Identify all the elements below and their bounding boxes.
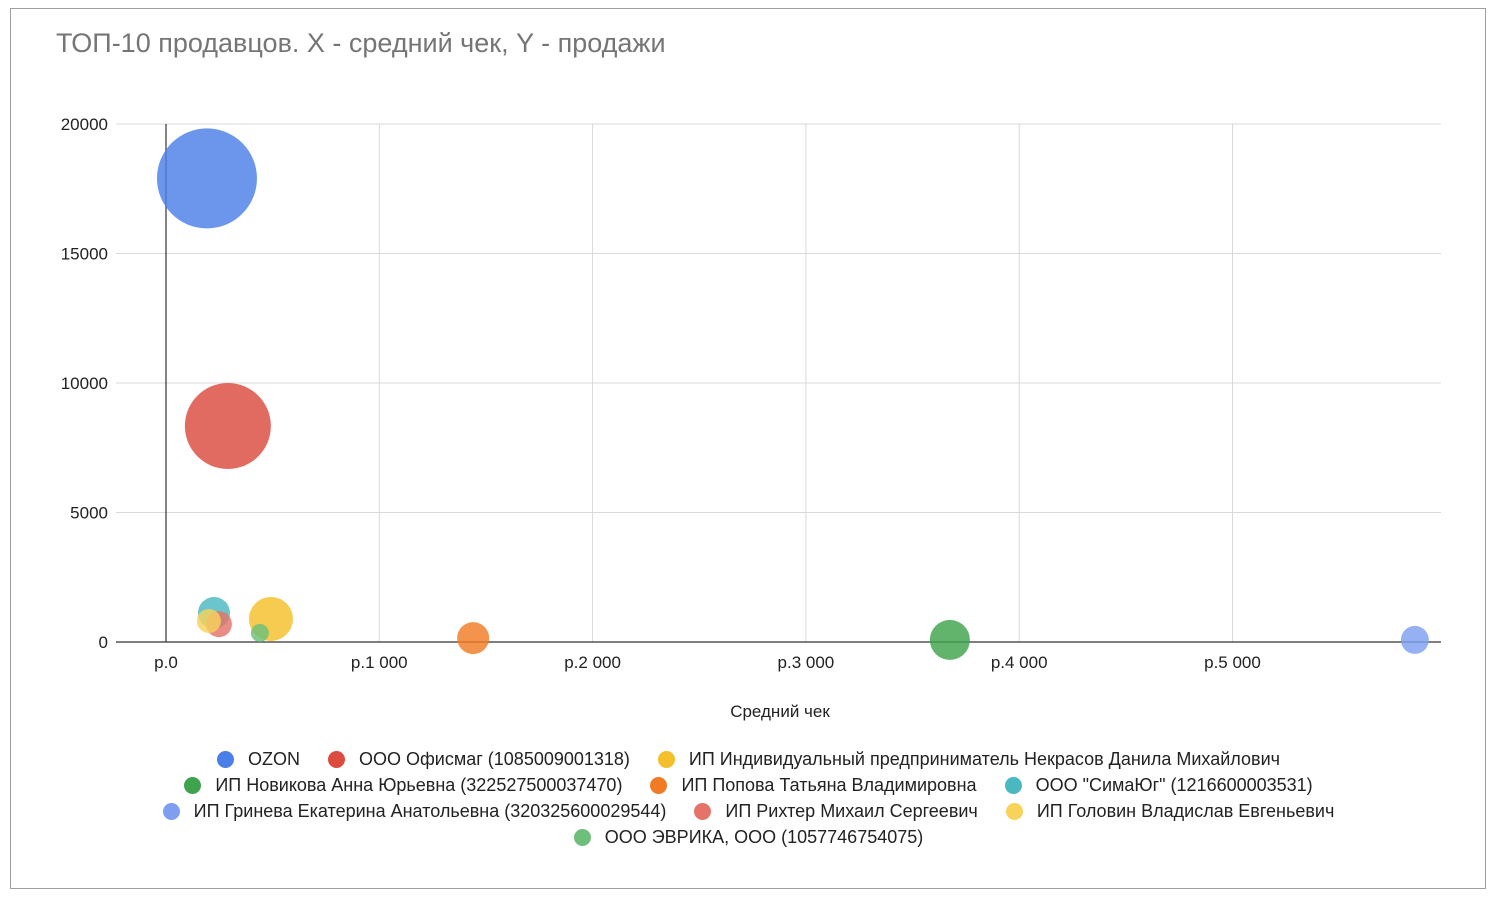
- bubble-point: [929, 619, 970, 660]
- legend-label: OZON: [247, 748, 300, 769]
- legend-marker: [162, 802, 180, 820]
- x-tick-label: р.1 000: [351, 653, 408, 672]
- legend-marker: [694, 802, 712, 820]
- legend-label: ИП Попова Татьяна Владимировна: [681, 774, 977, 795]
- legend-marker: [1005, 802, 1023, 820]
- legend-row: ООО ЭВРИКА, ООО (1057746754075): [0, 824, 1497, 850]
- y-tick-label: 20000: [61, 115, 108, 134]
- legend-item[interactable]: ИП Рихтер Михаил Сергеевич: [694, 800, 978, 822]
- x-tick-label: р.4 000: [991, 653, 1048, 672]
- legend-item[interactable]: OZON: [216, 748, 300, 770]
- legend-row: ИП Новикова Анна Юрьевна (32252750003747…: [0, 772, 1497, 798]
- legend-item[interactable]: ООО ЭВРИКА, ООО (1057746754075): [573, 826, 924, 848]
- legend-marker: [327, 750, 345, 768]
- x-axis-title: Средний чек: [730, 702, 830, 721]
- bubble-point: [250, 623, 269, 642]
- y-tick-label: 5000: [70, 504, 108, 523]
- legend-label: ИП Новикова Анна Юрьевна (32252750003747…: [215, 774, 623, 795]
- legend-marker: [1004, 776, 1022, 794]
- legend-item[interactable]: ООО Офисмаг (1085009001318): [327, 748, 630, 770]
- legend-marker: [573, 828, 591, 846]
- bubble-point: [457, 622, 490, 655]
- legend-row: ИП Гринева Екатерина Анатольевна (320325…: [0, 798, 1497, 824]
- y-tick-label: 10000: [61, 374, 108, 393]
- legend-label: ИП Гринева Екатерина Анатольевна (320325…: [193, 800, 667, 821]
- x-tick-label: р.3 000: [778, 653, 835, 672]
- bubble-point: [1400, 625, 1429, 654]
- chart-title: ТОП-10 продавцов. X - средний чек, Y - п…: [56, 28, 666, 58]
- legend-label: ООО "СимаЮг" (1216600003531): [1035, 774, 1313, 795]
- legend: OZON ООО Офисмаг (1085009001318) ИП Индиви…: [0, 746, 1497, 850]
- bubble-point: [156, 128, 257, 229]
- bubble-point: [196, 609, 221, 634]
- y-tick-label: 15000: [61, 245, 108, 264]
- legend-label: ИП Индивидуальный предприниматель Некрас…: [688, 748, 1281, 769]
- legend-label: ИП Рихтер Михаил Сергеевич: [725, 800, 978, 821]
- x-tick-label: р.5 000: [1204, 653, 1261, 672]
- legend-item[interactable]: ИП Новикова Анна Юрьевна (32252750003747…: [184, 775, 622, 796]
- legend-item[interactable]: ИП Индивидуальный предприниматель Некрас…: [657, 748, 1281, 770]
- legend-label: ООО Офисмаг (1085009001318): [358, 748, 630, 769]
- legend-item[interactable]: ООО "СимаЮг" (1216600003531): [1004, 774, 1313, 796]
- legend-marker: [216, 750, 234, 768]
- legend-marker: [650, 776, 668, 794]
- legend-label: ООО ЭВРИКА, ООО (1057746754075): [604, 826, 924, 847]
- legend-item[interactable]: ИП Гринева Екатерина Анатольевна (320325…: [162, 800, 667, 822]
- x-tick-label: р.0: [154, 653, 178, 672]
- legend-label: ИП Головин Владислав Евгеньевич: [1036, 800, 1335, 821]
- legend-item[interactable]: ИП Попова Татьяна Владимировна: [650, 774, 977, 796]
- legend-marker: [184, 776, 202, 794]
- x-tick-label: р.2 000: [564, 653, 621, 672]
- legend-item[interactable]: ИП Головин Владислав Евгеньевич: [1005, 800, 1335, 822]
- legend-row: OZON ООО Офисмаг (1085009001318) ИП Индиви…: [0, 746, 1497, 772]
- bubble-point: [184, 382, 271, 469]
- chart-frame: [10, 8, 1486, 889]
- legend-marker: [657, 750, 675, 768]
- y-tick-label: 0: [99, 633, 108, 652]
